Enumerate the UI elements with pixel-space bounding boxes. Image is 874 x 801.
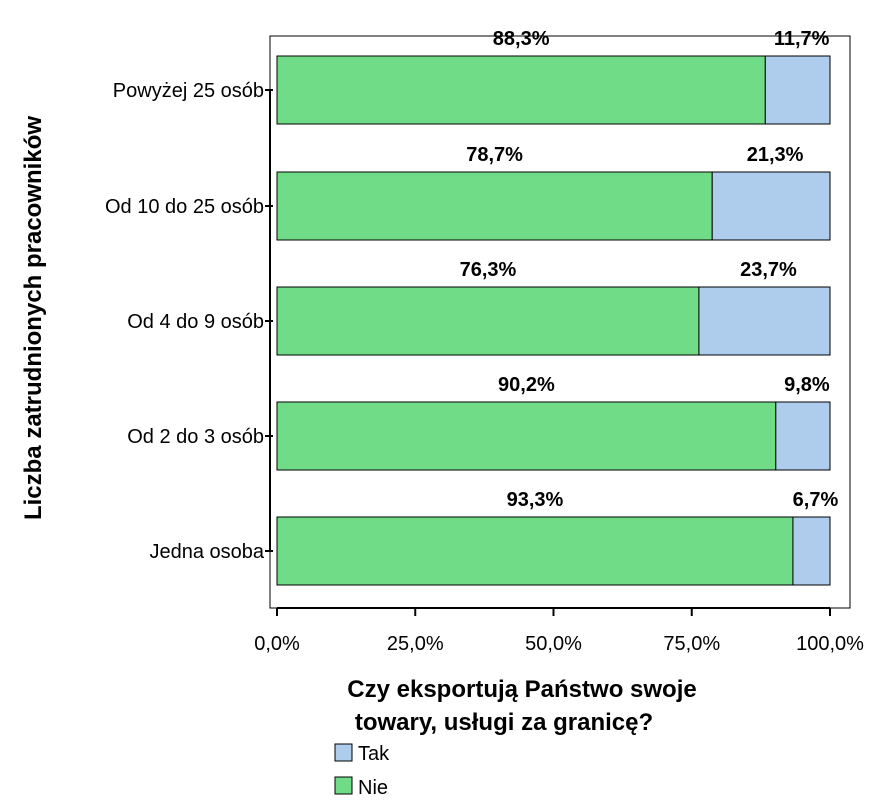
category-label: Jedna osoba bbox=[149, 541, 264, 563]
ticks-layer: Powyżej 25 osób Od 10 do 25 osób Od 4 do 9… bbox=[105, 80, 864, 655]
value-label-tak: 23,7% bbox=[740, 259, 797, 281]
category-label: Od 10 do 25 osób bbox=[105, 196, 264, 218]
x-tick-label: 25,0% bbox=[387, 633, 444, 655]
legend: Czy eksportują Państwo swoje towary, usł… bbox=[334, 676, 697, 799]
y-axis-title: Liczba zatrudnionych pracowników bbox=[20, 116, 47, 520]
bar-tak bbox=[775, 401, 831, 471]
x-tick-label: 50,0% bbox=[525, 633, 582, 655]
value-label-tak: 21,3% bbox=[747, 144, 804, 166]
category-label: Od 4 do 9 osób bbox=[127, 311, 264, 333]
legend-title-line-2: towary, usługi za granicę? bbox=[355, 709, 653, 736]
category-label: Powyżej 25 osób bbox=[113, 80, 264, 102]
category-label: Od 2 do 3 osób bbox=[127, 426, 264, 448]
bar-nie bbox=[276, 516, 794, 586]
bar-nie bbox=[276, 55, 766, 125]
value-label-tak: 11,7% bbox=[774, 28, 830, 50]
x-tick-label: 0,0% bbox=[254, 633, 300, 655]
bar-nie bbox=[276, 401, 777, 471]
legend-swatch-nie bbox=[334, 776, 353, 795]
bar-tak bbox=[764, 55, 831, 125]
value-label-nie: 93,3% bbox=[507, 489, 564, 511]
value-label-tak: 9,8% bbox=[784, 374, 830, 396]
legend-label-nie: Nie bbox=[358, 777, 388, 799]
legend-swatch-tak bbox=[334, 743, 353, 762]
bar-tak bbox=[711, 171, 831, 241]
x-tick-label: 75,0% bbox=[663, 633, 720, 655]
x-tick-label: 100,0% bbox=[796, 633, 864, 655]
bars-layer bbox=[276, 55, 831, 586]
value-label-nie: 76,3% bbox=[460, 259, 517, 281]
value-label-nie: 90,2% bbox=[498, 374, 555, 396]
legend-title-line-1: Czy eksportują Państwo swoje bbox=[347, 676, 696, 703]
value-label-tak: 6,7% bbox=[793, 489, 839, 511]
value-label-nie: 88,3% bbox=[493, 28, 550, 50]
value-labels-layer: 88,3% 11,7% 78,7% 21,3% 76,3% 23,7% 90,2% 9,8% 9… bbox=[460, 28, 839, 511]
legend-label-tak: Tak bbox=[358, 743, 390, 765]
bar-nie bbox=[276, 171, 713, 241]
value-label-nie: 78,7% bbox=[466, 144, 523, 166]
bar-nie bbox=[276, 286, 700, 356]
bar-tak bbox=[698, 286, 831, 356]
bar-tak bbox=[792, 516, 831, 586]
